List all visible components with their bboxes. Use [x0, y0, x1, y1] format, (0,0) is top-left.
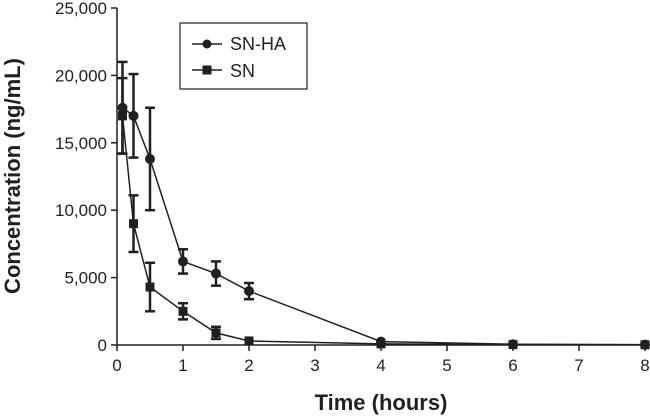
legend-label-sn-ha: SN-HA: [230, 34, 286, 54]
y-axis-title: Concentration (ng/mL): [0, 58, 25, 294]
legend-label-sn: SN: [230, 61, 255, 81]
legend-box: [179, 22, 308, 90]
data-point-sn-ha: [145, 153, 155, 164]
data-point-sn: [178, 306, 188, 316]
x-axis-title: Time (hours): [315, 390, 448, 415]
series-layer: [117, 60, 650, 350]
data-point-sn-ha: [128, 110, 139, 121]
y-tick-label: 20,000: [55, 66, 107, 85]
legend-marker-sn-ha: [202, 39, 212, 49]
x-tick-label: 0: [112, 356, 121, 375]
x-tick-label: 6: [508, 356, 517, 375]
series-sn: [117, 76, 650, 350]
x-tick-label: 4: [376, 356, 385, 375]
x-tick-label: 3: [310, 356, 319, 375]
y-tick-label: 15,000: [55, 134, 107, 153]
series-line-sn-ha: [122, 107, 646, 346]
x-tick-label: 7: [574, 356, 583, 375]
data-point-sn-ha: [244, 286, 254, 297]
y-tick-label: 25,000: [55, 0, 107, 18]
x-ticks: 0 1 2 3 4 5 6 7 8: [112, 345, 650, 375]
series-line-sn: [121, 115, 646, 346]
data-point-sn-ha: [211, 268, 221, 279]
data-point-sn: [117, 111, 127, 121]
data-point-sn: [145, 282, 155, 292]
y-tick-label: 5,000: [64, 269, 107, 288]
data-point-sn: [129, 219, 138, 229]
y-tick-label: 0: [98, 336, 107, 355]
data-point-sn: [640, 340, 650, 350]
data-point-sn-ha: [178, 256, 188, 267]
x-tick-label: 2: [244, 356, 253, 375]
data-point-sn: [211, 328, 221, 338]
x-tick-label: 5: [442, 356, 451, 375]
data-point-sn: [244, 336, 254, 346]
legend-marker-sn: [202, 65, 212, 75]
series-sn-ha: [117, 60, 650, 350]
data-point-sn: [376, 339, 386, 349]
data-point-sn: [508, 340, 518, 350]
legend: SN-HA SN: [179, 22, 308, 90]
y-ticks: 0 5,000 10,000 15,000 20,000 25,000: [55, 0, 117, 355]
x-tick-label: 1: [178, 356, 187, 375]
x-tick-label: 8: [640, 356, 649, 375]
y-tick-label: 10,000: [55, 201, 107, 220]
